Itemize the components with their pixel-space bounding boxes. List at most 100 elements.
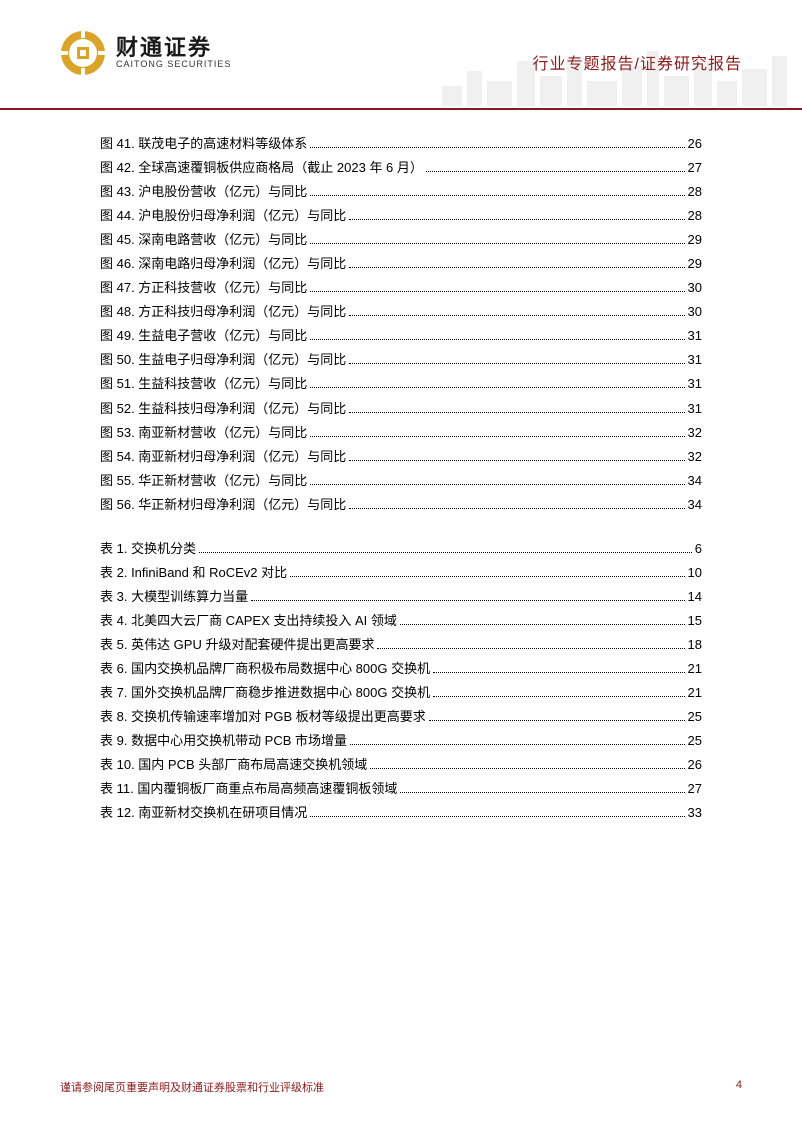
toc-page: 32 <box>688 445 702 469</box>
toc-content: 图 41. 联茂电子的高速材料等级体系26图 42. 全球高速覆铜板供应商格局（… <box>0 110 802 825</box>
toc-dots <box>349 315 684 316</box>
toc-page: 25 <box>688 705 702 729</box>
toc-row: 图 51. 生益科技营收（亿元）与同比31 <box>100 372 702 396</box>
toc-row: 图 53. 南亚新材营收（亿元）与同比32 <box>100 421 702 445</box>
toc-row: 表 11. 国内覆铜板厂商重点布局高频高速覆铜板领域 27 <box>100 777 702 801</box>
toc-row: 表 10. 国内 PCB 头部厂商布局高速交换机领域26 <box>100 753 702 777</box>
toc-dots <box>310 195 684 196</box>
toc-page: 10 <box>688 561 702 585</box>
toc-row: 图 49. 生益电子营收（亿元）与同比 31 <box>100 324 702 348</box>
toc-label: 图 52. 生益科技归母净利润（亿元）与同比 <box>100 397 346 421</box>
figures-list: 图 41. 联茂电子的高速材料等级体系26图 42. 全球高速覆铜板供应商格局（… <box>100 132 702 517</box>
toc-label: 表 2. InfiniBand 和 RoCEv2 对比 <box>100 561 287 585</box>
toc-row: 图 42. 全球高速覆铜板供应商格局（截止 2023 年 6 月） 27 <box>100 156 702 180</box>
toc-page: 14 <box>688 585 702 609</box>
toc-label: 表 4. 北美四大云厂商 CAPEX 支出持续投入 AI 领域 <box>100 609 397 633</box>
toc-page: 30 <box>688 300 702 324</box>
toc-dots <box>377 648 684 649</box>
toc-dots <box>429 720 685 721</box>
toc-dots <box>349 412 684 413</box>
toc-label: 表 12. 南亚新材交换机在研项目情况 <box>100 801 307 825</box>
toc-page: 27 <box>688 777 702 801</box>
toc-label: 图 51. 生益科技营收（亿元）与同比 <box>100 372 307 396</box>
toc-page: 34 <box>688 469 702 493</box>
toc-dots <box>433 696 684 697</box>
toc-label: 图 48. 方正科技归母净利润（亿元）与同比 <box>100 300 346 324</box>
toc-dots <box>310 291 684 292</box>
toc-label: 图 55. 华正新材营收（亿元）与同比 <box>100 469 307 493</box>
toc-label: 表 7. 国外交换机品牌厂商稳步推进数据中心 800G 交换机 <box>100 681 430 705</box>
toc-dots <box>349 267 684 268</box>
toc-row: 表 8. 交换机传输速率增加对 PGB 板材等级提出更高要求 25 <box>100 705 702 729</box>
company-logo-icon <box>60 30 106 76</box>
toc-row: 图 41. 联茂电子的高速材料等级体系 26 <box>100 132 702 156</box>
toc-page: 29 <box>688 228 702 252</box>
footer-page-number: 4 <box>736 1079 742 1095</box>
tables-list: 表 1. 交换机分类 6 表 2. InfiniBand 和 RoCEv2 对比 10… <box>100 537 702 826</box>
page-footer: 谨请参阅尾页重要声明及财通证券股票和行业评级标准 4 <box>60 1079 742 1095</box>
toc-dots <box>433 672 684 673</box>
toc-dots <box>310 436 684 437</box>
toc-label: 表 10. 国内 PCB 头部厂商布局高速交换机领域 <box>100 753 367 777</box>
toc-row: 图 50. 生益电子归母净利润（亿元）与同比 31 <box>100 348 702 372</box>
toc-label: 图 44. 沪电股份归母净利润（亿元）与同比 <box>100 204 346 228</box>
toc-dots <box>350 744 685 745</box>
toc-row: 图 54. 南亚新材归母净利润（亿元）与同比 32 <box>100 445 702 469</box>
toc-label: 图 56. 华正新材归母净利润（亿元）与同比 <box>100 493 346 517</box>
toc-dots <box>310 816 684 817</box>
toc-dots <box>370 768 684 769</box>
toc-dots <box>310 339 684 340</box>
toc-page: 26 <box>688 132 702 156</box>
toc-page: 31 <box>688 324 702 348</box>
toc-page: 25 <box>688 729 702 753</box>
toc-page: 31 <box>688 348 702 372</box>
toc-page: 28 <box>688 204 702 228</box>
toc-row: 图 43. 沪电股份营收（亿元）与同比 28 <box>100 180 702 204</box>
toc-row: 表 5. 英伟达 GPU 升级对配套硬件提出更高要求 18 <box>100 633 702 657</box>
toc-page: 15 <box>688 609 702 633</box>
toc-page: 6 <box>695 537 702 561</box>
toc-page: 21 <box>688 657 702 681</box>
toc-page: 29 <box>688 252 702 276</box>
toc-dots <box>400 624 685 625</box>
toc-label: 图 45. 深南电路营收（亿元）与同比 <box>100 228 307 252</box>
logo-text: 财通证券 CAITONG SECURITIES <box>116 36 231 70</box>
toc-dots <box>310 387 684 388</box>
toc-label: 表 1. 交换机分类 <box>100 537 196 561</box>
skyline-decoration-icon <box>442 51 802 106</box>
toc-label: 图 49. 生益电子营收（亿元）与同比 <box>100 324 307 348</box>
toc-row: 图 48. 方正科技归母净利润（亿元）与同比 30 <box>100 300 702 324</box>
toc-label: 图 50. 生益电子归母净利润（亿元）与同比 <box>100 348 346 372</box>
toc-row: 图 52. 生益科技归母净利润（亿元）与同比 31 <box>100 397 702 421</box>
toc-row: 表 1. 交换机分类 6 <box>100 537 702 561</box>
toc-page: 18 <box>688 633 702 657</box>
toc-row: 图 56. 华正新材归母净利润（亿元）与同比34 <box>100 493 702 517</box>
toc-page: 28 <box>688 180 702 204</box>
toc-label: 表 8. 交换机传输速率增加对 PGB 板材等级提出更高要求 <box>100 705 426 729</box>
toc-row: 图 45. 深南电路营收（亿元）与同比 29 <box>100 228 702 252</box>
toc-label: 图 41. 联茂电子的高速材料等级体系 <box>100 132 307 156</box>
toc-row: 表 9. 数据中心用交换机带动 PCB 市场增量25 <box>100 729 702 753</box>
page-header: 财通证券 CAITONG SECURITIES 行业专题报告/证券研究报告 <box>0 0 802 110</box>
toc-page: 30 <box>688 276 702 300</box>
toc-row: 图 55. 华正新材营收（亿元）与同比 34 <box>100 469 702 493</box>
toc-label: 图 42. 全球高速覆铜板供应商格局（截止 2023 年 6 月） <box>100 156 423 180</box>
toc-label: 图 43. 沪电股份营收（亿元）与同比 <box>100 180 307 204</box>
toc-label: 图 47. 方正科技营收（亿元）与同比 <box>100 276 307 300</box>
toc-label: 图 54. 南亚新材归母净利润（亿元）与同比 <box>100 445 346 469</box>
toc-page: 31 <box>688 397 702 421</box>
toc-label: 表 6. 国内交换机品牌厂商积极布局数据中心 800G 交换机 <box>100 657 430 681</box>
toc-row: 表 7. 国外交换机品牌厂商稳步推进数据中心 800G 交换机21 <box>100 681 702 705</box>
toc-label: 表 3. 大模型训练算力当量 <box>100 585 248 609</box>
toc-dots <box>199 552 692 553</box>
toc-dots <box>349 363 684 364</box>
toc-row: 图 44. 沪电股份归母净利润（亿元）与同比 28 <box>100 204 702 228</box>
logo-block: 财通证券 CAITONG SECURITIES <box>60 30 231 76</box>
toc-page: 27 <box>688 156 702 180</box>
toc-row: 表 12. 南亚新材交换机在研项目情况 33 <box>100 801 702 825</box>
toc-label: 表 11. 国内覆铜板厂商重点布局高频高速覆铜板领域 <box>100 777 397 801</box>
toc-label: 表 5. 英伟达 GPU 升级对配套硬件提出更高要求 <box>100 633 374 657</box>
toc-dots <box>310 147 684 148</box>
toc-page: 33 <box>688 801 702 825</box>
toc-row: 表 2. InfiniBand 和 RoCEv2 对比 10 <box>100 561 702 585</box>
